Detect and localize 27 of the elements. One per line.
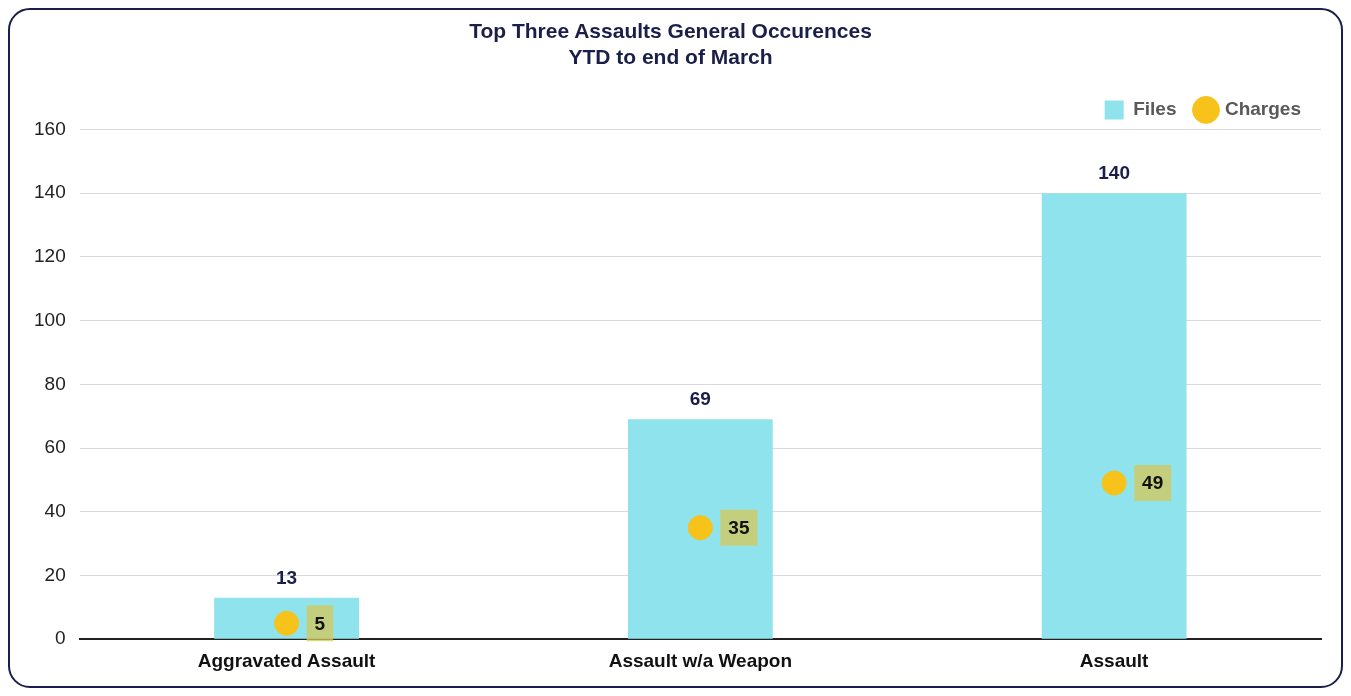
bar: [627, 419, 773, 639]
legend-label: Charges: [1224, 98, 1301, 120]
data-label: 49: [1142, 472, 1164, 494]
x-tick-label: Assault: [1079, 649, 1150, 671]
y-tick-label: 80: [44, 372, 66, 394]
y-tick-label: 160: [34, 117, 66, 139]
y-tick-label: 20: [44, 563, 66, 585]
y-tick-label: 0: [55, 627, 66, 649]
y-tick-label: 140: [34, 181, 66, 203]
x-tick-label: Assault w/a Weapon: [608, 649, 793, 671]
text: YTD to end of March: [568, 44, 773, 68]
point: [1101, 470, 1127, 496]
data-label: 13: [276, 566, 298, 588]
data-label: 140: [1098, 161, 1130, 183]
y-tick-label: 60: [44, 436, 66, 458]
x-tick-label: Aggravated Assault: [197, 649, 377, 671]
y-tick-label: 100: [34, 308, 66, 330]
y-tick-label: 40: [44, 499, 66, 521]
data-label: 69: [689, 388, 711, 410]
point: [687, 515, 713, 541]
legend-label: Files: [1133, 98, 1177, 120]
data-label: 35: [728, 516, 750, 538]
text: Top Three Assaults General Occurences: [469, 19, 872, 43]
bar: [1041, 193, 1187, 639]
y-tick-label: 120: [34, 245, 66, 267]
data-label: 5: [314, 612, 326, 634]
point: [274, 610, 300, 636]
